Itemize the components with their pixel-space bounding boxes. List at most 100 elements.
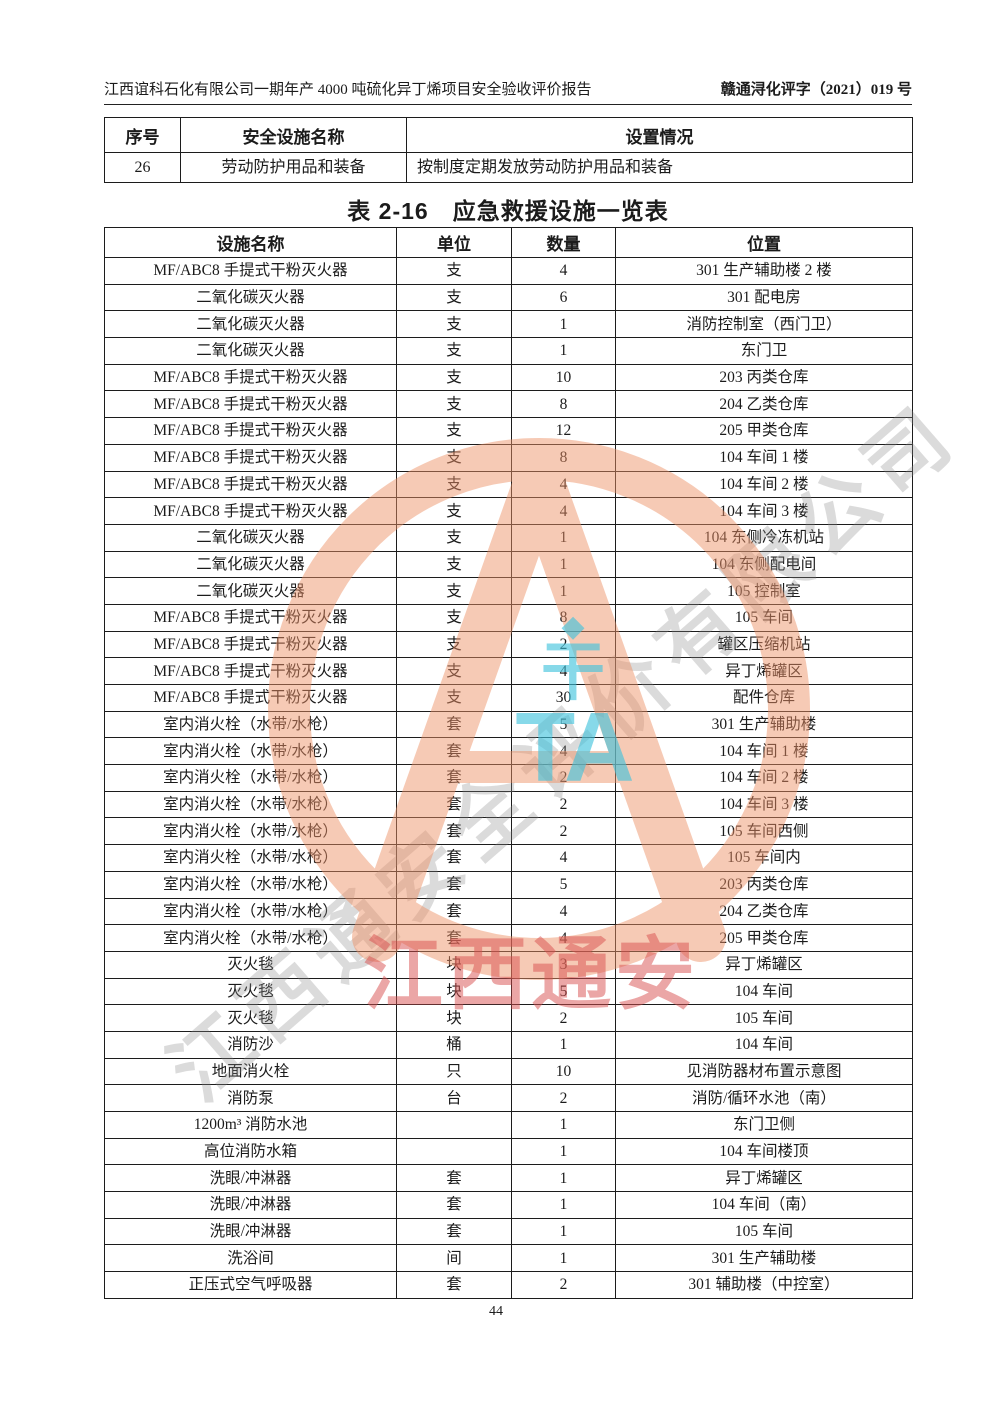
cell-quantity: 1 (511, 523, 616, 552)
cell-unit: 套 (396, 817, 512, 846)
cell-unit: 支 (396, 310, 512, 339)
table-row: 室内消火栓（水带/水枪） 套 2 104 车间 2 楼 (104, 764, 913, 792)
table-row: 室内消火栓（水带/水枪） 套 4 105 车间内 (104, 844, 913, 872)
cell-unit: 台 (396, 1084, 512, 1112)
cell-unit: 支 (396, 497, 512, 525)
cell-name: MF/ABC8 手提式干粉灭火器 (104, 684, 397, 712)
cell-name: 洗眼/冲淋器 (104, 1164, 397, 1193)
table-row: MF/ABC8 手提式干粉灭火器 支 8 204 乙类仓库 (104, 390, 913, 419)
cell-unit: 套 (396, 790, 512, 819)
cell-location: 301 生产辅助楼 (615, 1244, 913, 1273)
cell-unit (396, 1111, 512, 1139)
cell-location: 见消防器材布置示意图 (615, 1057, 913, 1086)
table-row: 灭火毯 块 5 104 车间 (104, 977, 913, 1006)
table-row: 二氧化碳灭火器 支 1 消防控制室（西门卫） (104, 310, 913, 339)
cell-name: 高位消防水箱 (104, 1137, 397, 1166)
table-row: MF/ABC8 手提式干粉灭火器 支 8 104 车间 1 楼 (104, 443, 913, 472)
cell-name: MF/ABC8 手提式干粉灭火器 (104, 443, 397, 472)
cell-quantity: 1 (511, 1164, 616, 1193)
table-row: 灭火毯 块 3 异丁烯罐区 (104, 950, 913, 979)
report-header: 江西谊科石化有限公司一期年产 4000 吨硫化异丁烯项目安全验收评价报告 赣通浔… (104, 78, 912, 105)
cell-location: 105 车间内 (615, 844, 913, 872)
cell-unit: 块 (396, 950, 512, 979)
table-row: 地面消火栓 只 10 见消防器材布置示意图 (104, 1057, 913, 1086)
table-row: 灭火毯 块 2 105 车间 (104, 1004, 913, 1032)
cell-unit: 套 (396, 1271, 512, 1299)
cell-location: 104 车间 (615, 1030, 913, 1059)
table-row: 室内消火栓（水带/水枪） 套 4 104 车间 1 楼 (104, 737, 913, 766)
cell-name: 室内消火栓（水带/水枪） (104, 870, 397, 899)
page-number: 44 (489, 1304, 503, 1319)
cell-location: 203 丙类仓库 (615, 870, 913, 899)
cell-quantity: 4 (511, 470, 616, 499)
cell-quantity: 4 (511, 844, 616, 872)
cell-name: 1200m³ 消防水池 (104, 1111, 397, 1139)
cell-unit: 套 (396, 870, 512, 899)
cell-unit: 套 (396, 1164, 512, 1193)
cell-location: 205 甲类仓库 (615, 417, 913, 445)
cell-name: MF/ABC8 手提式干粉灭火器 (104, 417, 397, 445)
table-row: MF/ABC8 手提式干粉灭火器 支 4 301 生产辅助楼 2 楼 (104, 257, 913, 285)
cell-quantity: 5 (511, 870, 616, 899)
cell-unit: 支 (396, 417, 512, 445)
cell-name: MF/ABC8 手提式干粉灭火器 (104, 630, 397, 659)
cell-location: 104 车间 2 楼 (615, 764, 913, 792)
cell-quantity: 2 (511, 790, 616, 819)
cell-unit: 支 (396, 577, 512, 605)
cell-unit: 支 (396, 470, 512, 499)
cell-location: 消防/循环水池（南） (615, 1084, 913, 1112)
cell-name: 消防沙 (104, 1030, 397, 1059)
table-title: 表 2-16 应急救援设施一览表 (347, 198, 669, 224)
cell-quantity: 6 (511, 283, 616, 312)
table-row: MF/ABC8 手提式干粉灭火器 支 10 203 丙类仓库 (104, 363, 913, 392)
emergency-rescue-table: 设施名称 单位 数量 位置 MF/ABC8 手提式干粉灭火器 支 4 301 生… (104, 227, 913, 1299)
cell-quantity: 1 (511, 550, 616, 579)
cell-name: 室内消火栓（水带/水枪） (104, 924, 397, 952)
cell-quantity: 5 (511, 710, 616, 739)
cell-quantity: 1 (511, 310, 616, 339)
cell-quantity: 3 (511, 950, 616, 979)
cell-location: 105 车间 (615, 1004, 913, 1032)
cell-unit: 套 (396, 897, 512, 926)
cell-location: 203 丙类仓库 (615, 363, 913, 392)
table-row: 正压式空气呼吸器 套 2 301 辅助楼（中控室） (104, 1271, 913, 1299)
cell-unit: 套 (396, 737, 512, 766)
table-row: 室内消火栓（水带/水枪） 套 4 204 乙类仓库 (104, 897, 913, 926)
cell-unit: 只 (396, 1057, 512, 1086)
cell-name: 二氧化碳灭火器 (104, 283, 397, 312)
table-row: 1200m³ 消防水池 1 东门卫侧 (104, 1111, 913, 1139)
table-row: 二氧化碳灭火器 支 1 105 控制室 (104, 577, 913, 605)
table-row: 消防沙 桶 1 104 车间 (104, 1030, 913, 1059)
table-row: 二氧化碳灭火器 支 6 301 配电房 (104, 283, 913, 312)
cell-quantity: 1 (511, 337, 616, 365)
table-header-row: 设施名称 单位 数量 位置 (104, 227, 913, 258)
cell-unit: 支 (396, 363, 512, 392)
cell-quantity: 4 (511, 737, 616, 766)
cell-unit: 支 (396, 523, 512, 552)
cell-quantity: 8 (511, 603, 616, 632)
cell-unit: 支 (396, 603, 512, 632)
table-row: 室内消火栓（水带/水枪） 套 5 203 丙类仓库 (104, 870, 913, 899)
cell-location: 105 车间 (615, 603, 913, 632)
table-row: 二氧化碳灭火器 支 1 104 东侧冷冻机站 (104, 523, 913, 552)
table-row: 室内消火栓（水带/水枪） 套 2 105 车间西侧 (104, 817, 913, 846)
cell-name: 二氧化碳灭火器 (104, 523, 397, 552)
cell-location: 104 车间 3 楼 (615, 790, 913, 819)
table-row: MF/ABC8 手提式干粉灭火器 支 2 罐区压缩机站 (104, 630, 913, 659)
cell-location: 东门卫侧 (615, 1111, 913, 1139)
table-row: 26 劳动防护用品和装备 按制度定期发放劳动防护用品和装备 (104, 152, 913, 183)
cell-name: 室内消火栓（水带/水枪） (104, 897, 397, 926)
cell-name: 室内消火栓（水带/水枪） (104, 844, 397, 872)
cell-name: 室内消火栓（水带/水枪） (104, 817, 397, 846)
cell-quantity: 1 (511, 1244, 616, 1273)
table-row: MF/ABC8 手提式干粉灭火器 支 4 104 车间 3 楼 (104, 497, 913, 525)
cell-quantity: 8 (511, 443, 616, 472)
col-header-unit: 单位 (396, 227, 512, 258)
col-header-facility: 安全设施名称 (180, 117, 407, 153)
cell-location: 301 配电房 (615, 283, 913, 312)
cell-unit: 套 (396, 1217, 512, 1246)
cell-unit (396, 1137, 512, 1166)
cell-unit: 套 (396, 924, 512, 952)
col-header-location: 位置 (615, 227, 913, 258)
cell-unit: 套 (396, 1191, 512, 1219)
